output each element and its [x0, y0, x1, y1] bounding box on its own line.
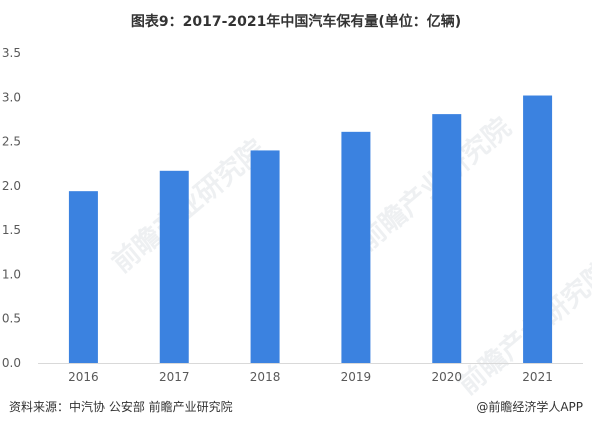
x-tick-label: 2016 [68, 370, 99, 384]
bar-2017 [159, 170, 189, 363]
bar-2019 [341, 131, 371, 363]
x-tick-label: 2019 [341, 370, 372, 384]
chart-title: 图表9：2017-2021年中国汽车保有量(单位：亿辆) [130, 14, 462, 30]
bar-2021 [523, 95, 553, 363]
x-tick-label: 2018 [250, 370, 281, 384]
y-tick-label: 0.0 [2, 356, 21, 370]
y-tick-label: 0.5 [2, 312, 21, 326]
x-tick-label: 2020 [431, 370, 462, 384]
y-tick-label: 3.0 [2, 90, 21, 104]
x-tick-label: 2021 [522, 370, 553, 384]
y-tick-label: 1.0 [2, 267, 21, 281]
y-tick-label: 1.5 [2, 223, 21, 237]
y-tick-label: 3.5 [2, 46, 21, 60]
brand-label: @前瞻经济学人APP [476, 400, 583, 414]
y-tick-label: 2.0 [2, 179, 21, 193]
source-note: 资料来源：中汽协 公安部 前瞻产业研究院 [9, 400, 233, 414]
bar-2016 [68, 191, 98, 363]
bar-2018 [250, 150, 280, 363]
y-tick-label: 2.5 [2, 135, 21, 149]
x-tick-label: 2017 [159, 370, 190, 384]
bar-2020 [432, 114, 462, 363]
